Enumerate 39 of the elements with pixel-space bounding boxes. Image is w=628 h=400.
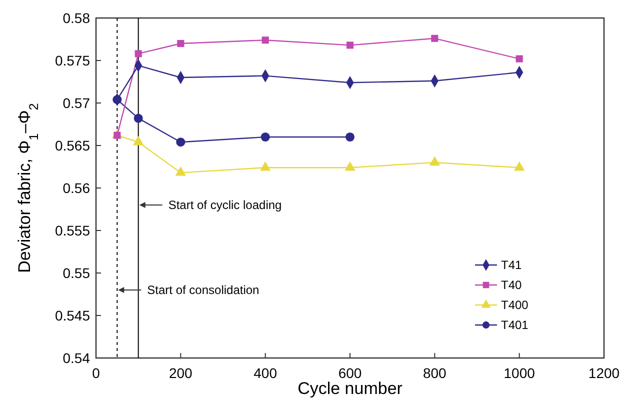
y-tick-label: 0.575	[54, 52, 90, 68]
y-tick-label: 0.56	[62, 180, 90, 196]
point	[345, 132, 355, 142]
legend-label: T41	[501, 258, 522, 272]
legend-label: T401	[501, 318, 529, 332]
x-tick-label: 800	[422, 365, 447, 381]
point	[260, 161, 271, 171]
y-tick-label: 0.57	[62, 94, 90, 111]
point	[431, 34, 438, 42]
point	[134, 50, 142, 58]
x-tick-label: 1000	[504, 365, 536, 381]
annotation: Start of consolidation	[147, 283, 260, 298]
y-tick-label: 0.55	[62, 264, 90, 281]
point	[260, 132, 270, 142]
x-axis-title: Cycle number	[298, 379, 403, 398]
x-tick-label: 400	[254, 365, 278, 381]
point	[516, 55, 523, 62]
point	[344, 161, 356, 171]
y-tick-label: 0.54	[62, 350, 90, 366]
legend-label: T40	[501, 278, 522, 292]
point	[514, 161, 525, 171]
x-tick-label: 200	[168, 365, 193, 381]
point	[175, 166, 186, 176]
y-tick-label: 0.58	[62, 10, 90, 26]
x-tick-label: 0	[92, 365, 100, 381]
point	[177, 40, 184, 48]
point	[132, 136, 144, 146]
point	[262, 36, 269, 44]
y-tick-label: 0.565	[54, 137, 90, 154]
x-tick-label: 600	[338, 365, 362, 381]
point	[346, 42, 354, 49]
y-tick-label: 0.545	[54, 307, 90, 324]
annotation: Start of cyclic loading	[168, 198, 282, 212]
legend-label: T400	[501, 298, 529, 312]
y-tick-label: 0.555	[54, 222, 90, 238]
point	[176, 138, 186, 147]
point	[134, 114, 143, 123]
x-tick-label: 1200	[588, 365, 620, 381]
point	[429, 156, 440, 166]
